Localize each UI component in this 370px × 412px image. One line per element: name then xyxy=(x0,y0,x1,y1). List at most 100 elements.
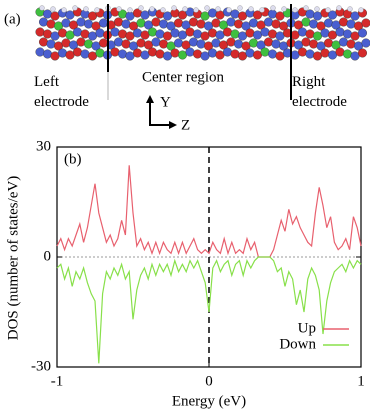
atom xyxy=(121,19,131,29)
region-label: Left electrode xyxy=(34,72,114,112)
atom xyxy=(170,48,180,58)
atom xyxy=(95,48,105,58)
atom xyxy=(305,9,315,19)
atom xyxy=(147,27,157,37)
atom xyxy=(160,7,166,13)
y-tick-label: -30 xyxy=(31,358,51,374)
atom xyxy=(83,19,93,29)
atom xyxy=(301,37,311,47)
atom xyxy=(113,37,123,47)
atom xyxy=(248,38,258,48)
x-tick-label: -1 xyxy=(51,373,64,389)
atom xyxy=(182,6,188,12)
atom xyxy=(185,27,195,37)
atom xyxy=(324,38,334,48)
x-tick-label: 0 xyxy=(205,373,213,389)
y-tick-label: 30 xyxy=(36,138,51,154)
atom xyxy=(207,48,217,58)
atom xyxy=(192,49,202,59)
atom xyxy=(110,27,120,37)
atom xyxy=(43,9,53,19)
atom xyxy=(268,49,278,59)
atom xyxy=(268,29,278,39)
atom xyxy=(248,6,254,12)
atom xyxy=(271,39,281,49)
atom xyxy=(268,9,278,19)
atom xyxy=(46,39,56,49)
atom xyxy=(264,37,274,47)
atom xyxy=(270,5,276,11)
atom xyxy=(301,17,311,27)
atom xyxy=(35,47,45,57)
atom xyxy=(204,5,210,11)
atom xyxy=(95,28,105,38)
atom xyxy=(132,48,142,58)
atom xyxy=(76,17,86,27)
atom xyxy=(127,7,133,13)
atom xyxy=(226,37,236,47)
atom xyxy=(222,47,232,57)
arrow-head xyxy=(146,95,154,103)
atom xyxy=(303,5,309,11)
atom xyxy=(335,27,345,37)
atom xyxy=(309,19,319,29)
atom xyxy=(226,17,236,27)
atom xyxy=(298,47,308,57)
region-label: Center region xyxy=(142,69,225,85)
atom xyxy=(339,17,349,27)
atom xyxy=(259,7,265,13)
atom xyxy=(211,38,221,48)
atom xyxy=(61,7,67,13)
atom xyxy=(113,17,123,27)
atom xyxy=(215,6,221,12)
atom xyxy=(147,47,157,57)
axis-indicator-label: Z xyxy=(181,117,190,133)
atom xyxy=(149,6,155,12)
atom xyxy=(320,28,330,38)
atom xyxy=(171,5,177,11)
atom xyxy=(346,39,356,49)
y-tick-label: 0 xyxy=(44,248,52,264)
atom xyxy=(116,6,122,12)
x-tick-label: 1 xyxy=(357,373,365,389)
atom xyxy=(260,47,270,57)
atom xyxy=(298,27,308,37)
atom xyxy=(58,48,68,58)
atom xyxy=(314,6,320,12)
atom xyxy=(121,39,131,49)
atom xyxy=(245,28,255,38)
atom xyxy=(117,49,127,59)
atom xyxy=(110,47,120,57)
atom xyxy=(50,6,56,12)
atom xyxy=(151,37,161,47)
axis-indicator: Y Z xyxy=(146,94,190,133)
atom xyxy=(260,27,270,37)
atom xyxy=(230,29,240,39)
atom xyxy=(72,47,82,57)
atom xyxy=(158,39,168,49)
atom xyxy=(233,39,243,49)
atom xyxy=(305,49,315,59)
atomic-structure xyxy=(35,5,370,61)
atom xyxy=(320,48,330,58)
atom xyxy=(207,8,217,18)
region-label: Right electrode xyxy=(292,72,364,112)
atom xyxy=(361,18,370,28)
atom xyxy=(248,18,258,28)
arrow-head xyxy=(169,121,177,129)
atom xyxy=(39,5,45,11)
atom xyxy=(188,17,198,27)
atom xyxy=(94,7,100,13)
atom xyxy=(192,29,202,39)
atom xyxy=(80,29,90,39)
panel-label: (a) xyxy=(4,11,21,27)
atom xyxy=(155,49,165,59)
atom xyxy=(358,7,364,13)
atom xyxy=(358,28,368,38)
atom xyxy=(281,6,287,12)
atom xyxy=(173,18,183,28)
atom xyxy=(173,38,183,48)
legend-label: Down xyxy=(279,336,316,352)
